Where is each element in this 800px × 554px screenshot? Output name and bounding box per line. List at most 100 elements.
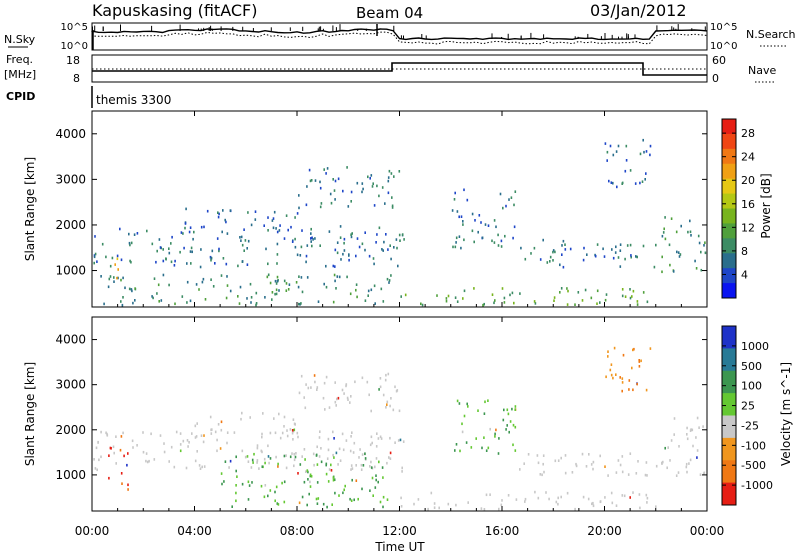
echo-cell	[93, 261, 95, 265]
echo-cell	[485, 493, 488, 497]
echo-cell	[478, 214, 481, 217]
echo-cell	[458, 235, 461, 238]
echo-cell	[445, 297, 448, 300]
echo-cell	[358, 245, 361, 249]
echo-cell	[523, 462, 525, 465]
echo-cell	[499, 192, 502, 196]
echo-cell	[249, 282, 252, 286]
echo-cell	[109, 446, 112, 450]
echo-cell	[615, 504, 618, 507]
echo-cell	[387, 179, 390, 183]
echo-cell	[661, 234, 664, 238]
echo-cell	[356, 181, 359, 185]
echo-cell	[342, 252, 344, 256]
echo-cell	[113, 276, 115, 279]
echo-cell	[503, 296, 506, 300]
echo-cell	[168, 460, 170, 463]
echo-cell	[337, 463, 339, 466]
echo-cell	[256, 461, 258, 464]
echo-cell	[305, 203, 308, 207]
echo-cell	[121, 303, 124, 307]
echo-cell	[514, 449, 517, 452]
echo-cell	[508, 198, 510, 201]
echo-cell	[375, 478, 377, 482]
echo-cell	[261, 435, 263, 439]
echo-cell	[617, 144, 620, 148]
echo-cell	[362, 464, 365, 467]
echo-cell	[115, 462, 117, 465]
echo-cell	[622, 353, 625, 357]
echo-cell	[368, 254, 371, 258]
echo-cell	[283, 454, 286, 458]
echo-cell	[673, 417, 676, 420]
echo-cell	[495, 225, 497, 229]
echo-cell	[301, 290, 304, 294]
echo-cell	[325, 264, 327, 268]
echo-cell	[364, 231, 366, 234]
echo-cell	[304, 406, 307, 410]
echo-cell	[542, 454, 545, 457]
echo-cell	[401, 233, 404, 236]
echo-cell	[275, 288, 278, 292]
echo-cell	[382, 249, 384, 252]
echo-cell	[333, 189, 336, 192]
echo-cell	[564, 454, 567, 457]
echo-cell	[689, 458, 692, 462]
echo-cell	[97, 441, 99, 444]
echo-cell	[191, 250, 193, 254]
y-tick-label: 4000	[55, 127, 86, 141]
echo-cell	[276, 253, 279, 256]
echo-cell	[615, 245, 617, 249]
echo-cell	[604, 142, 607, 145]
echo-cell	[294, 455, 297, 459]
echo-cell	[186, 280, 189, 284]
echo-cell	[367, 294, 369, 297]
echo-cell	[364, 452, 366, 456]
echo-cell	[675, 474, 678, 477]
echo-cell	[106, 432, 108, 436]
echo-cell	[272, 217, 275, 220]
echo-cell	[430, 491, 433, 495]
echo-cell	[662, 460, 664, 464]
echo-cell	[375, 445, 378, 448]
echo-cell	[225, 296, 228, 300]
echo-cell	[220, 274, 223, 277]
echo-cell	[241, 482, 244, 486]
echo-cell	[267, 494, 269, 498]
echo-cell	[204, 298, 207, 301]
echo-cell	[581, 452, 584, 456]
echo-cell	[391, 206, 394, 209]
echo-cell	[624, 257, 626, 261]
echo-cell	[316, 445, 318, 449]
echo-cell	[382, 476, 384, 479]
echo-cell	[175, 430, 178, 434]
colorbar-swatch	[722, 348, 736, 372]
echo-cell	[251, 458, 254, 462]
echo-cell	[385, 373, 387, 377]
echo-cell	[286, 434, 289, 438]
x-tick-label: 08:00	[280, 524, 315, 538]
echo-cell	[463, 238, 465, 242]
echo-cell	[555, 500, 558, 504]
echo-cell	[322, 502, 325, 506]
echo-cell	[611, 248, 613, 251]
echo-cell	[493, 241, 496, 244]
echo-cell	[560, 456, 562, 460]
echo-cell	[121, 482, 123, 485]
echo-cell	[307, 386, 310, 390]
echo-cell	[281, 481, 283, 485]
echo-cell	[173, 465, 176, 469]
echo-cell	[387, 248, 389, 251]
echo-cell	[200, 225, 203, 229]
echo-cell	[475, 437, 477, 440]
echo-cell	[493, 301, 495, 305]
echo-cell	[332, 453, 334, 457]
echo-cell	[314, 380, 316, 384]
echo-cell	[156, 292, 158, 295]
echo-cell	[398, 233, 401, 237]
echo-cell	[458, 215, 460, 219]
echo-cell	[307, 470, 309, 474]
echo-cell	[612, 376, 614, 380]
echo-cell	[467, 501, 469, 504]
colorbar-tick-label: 28	[741, 127, 755, 140]
